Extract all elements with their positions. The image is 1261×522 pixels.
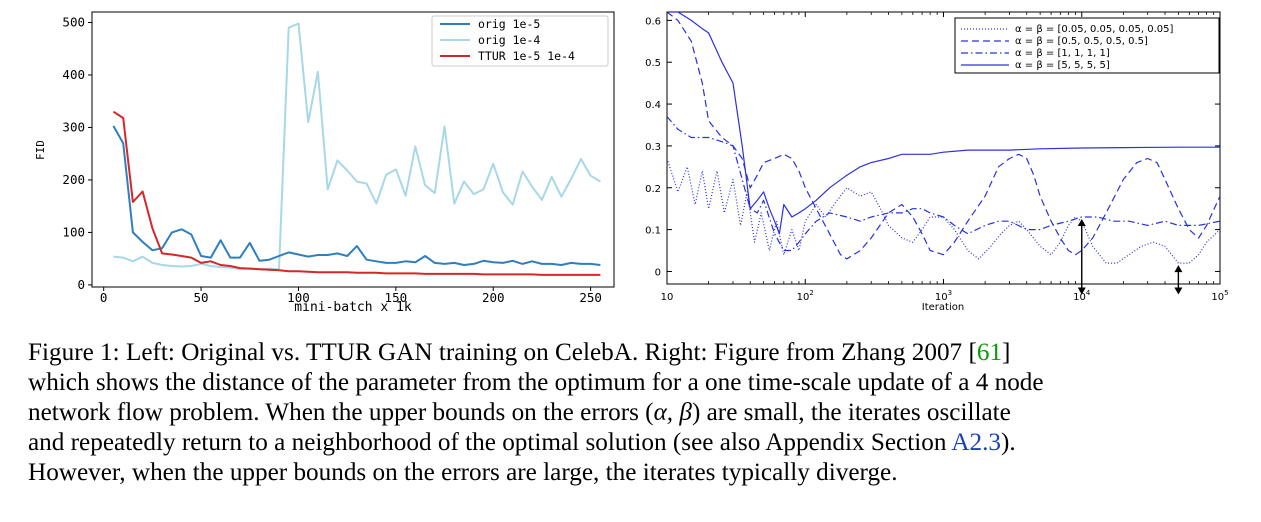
y-tick-label: 300 xyxy=(62,119,85,134)
y-tick-label: 0.6 xyxy=(645,16,661,27)
caption-line-5: However, when the upper bounds on the er… xyxy=(28,459,898,486)
left-yaxis: 0 100 200 300 400 500 xyxy=(62,14,92,292)
y-tick-label: 0.2 xyxy=(645,184,661,195)
y-tick-label: 0 xyxy=(77,277,85,292)
x-tick-label: 102 xyxy=(797,289,814,303)
caption-text: ). xyxy=(1001,429,1016,456)
x-tick-label: 103 xyxy=(935,289,952,303)
x-tick-label: 10 xyxy=(661,292,674,303)
series-line-dashdot xyxy=(667,116,1220,252)
y-tick-label: 0.5 xyxy=(645,58,661,69)
x-tick-label: 200 xyxy=(482,290,505,305)
x-tick-label: 250 xyxy=(579,290,602,305)
caption-text: ) are small, the iterates oscillate xyxy=(691,399,1011,426)
right-series-group xyxy=(667,12,1220,264)
x-tick-label: 50 xyxy=(194,290,209,305)
legend-label-alpha-beta-5: α = β = [5, 5, 5, 5] xyxy=(1015,60,1110,71)
caption-line-2: which shows the distance of the paramete… xyxy=(28,369,1044,396)
caption-line-3: network flow problem. When the upper bou… xyxy=(28,398,1238,428)
left-legend: orig 1e-5 orig 1e-4 TTUR 1e-5 1e-4 xyxy=(431,15,609,67)
left-xlabel: mini-batch x 1k xyxy=(294,300,412,315)
caption-text: Figure 1: Left: Original vs. TTUR GAN tr… xyxy=(28,339,977,366)
legend-label-orig-1e4: orig 1e-4 xyxy=(478,33,540,47)
right-chart: 10 102 103 104 105 0 0.1 0.2 0.3 0.4 0.5 0.6 Itera… xyxy=(645,11,1229,313)
x-tick-label: 100 xyxy=(287,290,310,305)
x-tick-label: 150 xyxy=(385,290,408,305)
y-tick-label: 200 xyxy=(62,172,85,187)
left-legend-box xyxy=(431,15,609,67)
left-series-group xyxy=(112,22,601,276)
legend-label-alpha-beta-0.05: α = β = [0.05, 0.05, 0.05, 0.05] xyxy=(1015,24,1173,35)
arrow-head-up xyxy=(1174,265,1183,273)
y-tick-label: 500 xyxy=(62,14,85,29)
caption-math: α, β xyxy=(653,399,692,426)
x-tick-label: 0 xyxy=(100,290,108,305)
arrow-head-down xyxy=(1174,287,1183,295)
series-line-dotted xyxy=(667,158,1220,264)
y-tick-label: 400 xyxy=(62,67,85,82)
y-tick-label: 100 xyxy=(62,224,85,239)
arrow-head-down xyxy=(1077,287,1086,295)
series-line-solid xyxy=(667,12,1220,235)
caption-text: and repeatedly return to a neighborhood … xyxy=(28,429,952,456)
x-tick-label: 104 xyxy=(1073,289,1091,303)
y-tick-label: 0.1 xyxy=(645,226,661,237)
y-tick-label: 0.3 xyxy=(645,142,661,153)
right-yaxis: 0 0.1 0.2 0.3 0.4 0.5 0.6 xyxy=(645,16,1220,278)
left-chart: 0 50 100 150 200 250 0 100 200 300 400 500 mini-ba… xyxy=(34,11,615,315)
series-line-ttur xyxy=(112,110,601,276)
figure-caption: Figure 1: Left: Original vs. TTUR GAN tr… xyxy=(28,338,1238,488)
legend-label-alpha-beta-0.5: α = β = [0.5, 0.5, 0.5, 0.5] xyxy=(1015,36,1148,47)
y-tick-label: 0.4 xyxy=(645,100,661,111)
right-xlabel: Iteration xyxy=(922,302,964,313)
left-plot-frame xyxy=(91,11,615,288)
right-legend-box xyxy=(954,17,1220,74)
citation-link[interactable]: 61 xyxy=(976,339,1003,366)
left-xaxis: 0 50 100 150 200 250 xyxy=(100,287,602,305)
legend-label-alpha-beta-1: α = β = [1, 1, 1, 1] xyxy=(1015,48,1110,59)
arrow-head-up xyxy=(1077,219,1086,227)
legend-label-orig-1e5: orig 1e-5 xyxy=(478,17,540,31)
legend-label-ttur: TTUR 1e-5 1e-4 xyxy=(478,49,575,63)
right-legend: α = β = [0.05, 0.05, 0.05, 0.05] α = β =… xyxy=(954,17,1220,74)
caption-text: network flow problem. When the upper bou… xyxy=(28,399,654,426)
caption-text: ] xyxy=(1002,339,1011,366)
caption-line-4: and repeatedly return to a neighborhood … xyxy=(28,428,1238,458)
right-arrows xyxy=(1077,219,1183,295)
appendix-link[interactable]: A2.3 xyxy=(951,429,1002,456)
y-tick-label: 0 xyxy=(655,267,661,278)
caption-line-1: Figure 1: Left: Original vs. TTUR GAN tr… xyxy=(28,338,1238,368)
series-line-orig_1e5 xyxy=(112,125,601,266)
series-line-dashed xyxy=(667,12,1220,260)
x-tick-label: 105 xyxy=(1211,289,1228,303)
series-line-orig_1e4 xyxy=(113,22,601,271)
left-ylabel: FID xyxy=(34,140,47,160)
